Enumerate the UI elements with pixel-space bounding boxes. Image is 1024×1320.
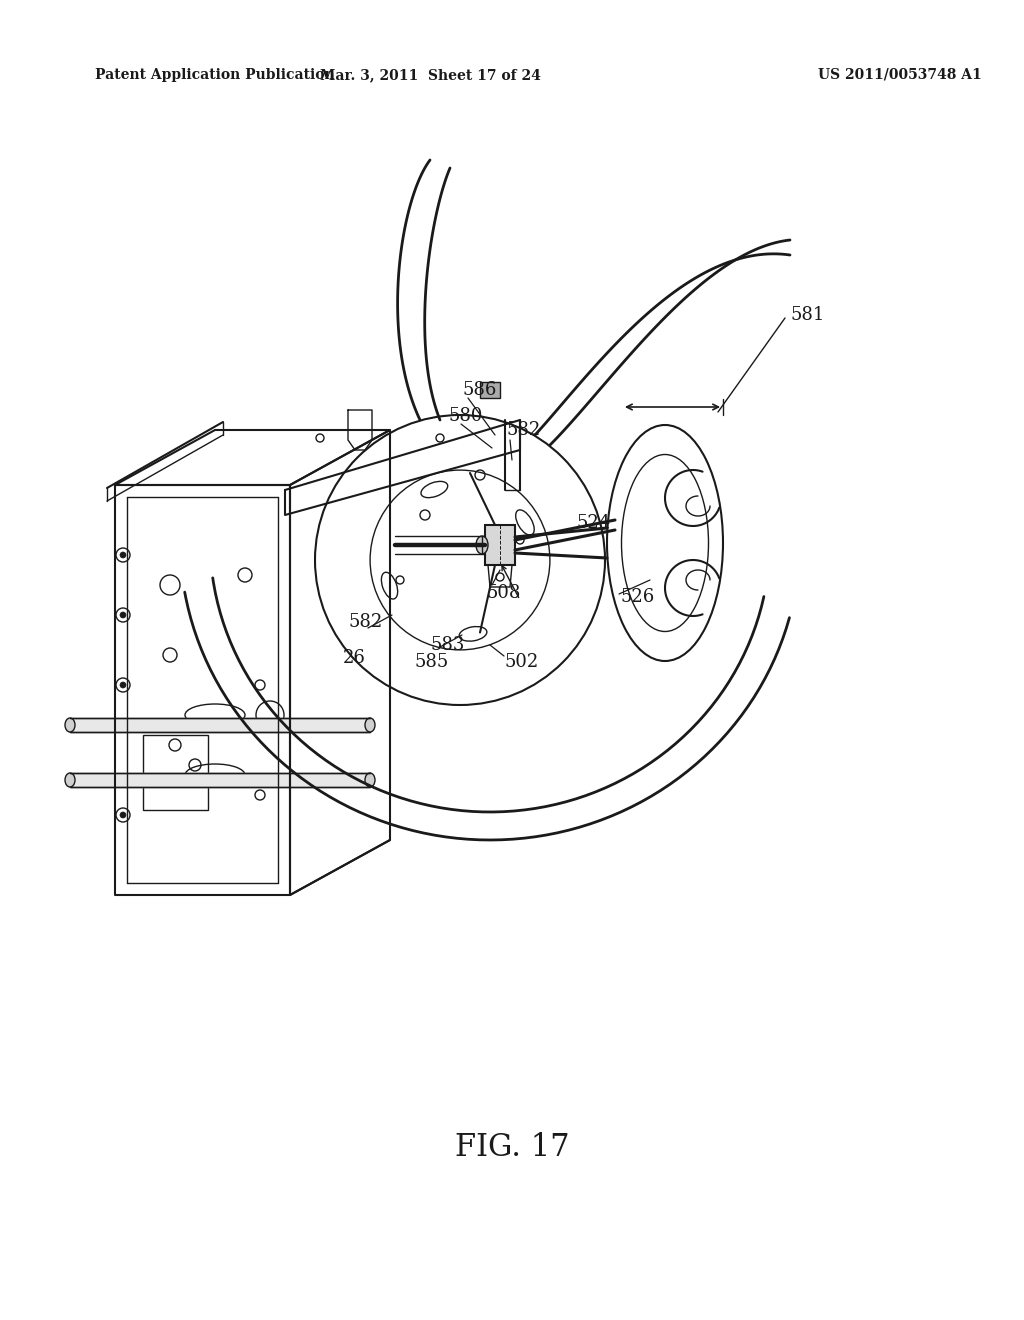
Text: Mar. 3, 2011  Sheet 17 of 24: Mar. 3, 2011 Sheet 17 of 24 [319,69,541,82]
Text: 585: 585 [415,653,450,671]
Text: 580: 580 [449,407,482,425]
Text: FIG. 17: FIG. 17 [455,1133,569,1163]
Bar [143,735,208,810]
Bar [480,381,500,399]
Circle shape [120,612,126,618]
Text: US 2011/0053748 A1: US 2011/0053748 A1 [818,69,982,82]
Text: 586: 586 [462,381,497,399]
Text: 581: 581 [790,306,824,323]
Circle shape [120,552,126,558]
Ellipse shape [65,718,75,733]
Ellipse shape [476,536,488,554]
Circle shape [120,812,126,818]
Text: 502: 502 [504,653,539,671]
Text: 582: 582 [348,612,382,631]
Ellipse shape [65,774,75,787]
Circle shape [120,682,126,688]
Bar [485,525,515,565]
Text: 524: 524 [575,513,610,532]
Text: 526: 526 [620,587,654,606]
Text: Patent Application Publication: Patent Application Publication [95,69,335,82]
Text: 582: 582 [506,421,541,440]
Text: 26: 26 [343,649,366,667]
Text: 508: 508 [486,583,520,602]
Ellipse shape [365,774,375,787]
Ellipse shape [365,718,375,733]
Text: 583: 583 [430,636,464,653]
